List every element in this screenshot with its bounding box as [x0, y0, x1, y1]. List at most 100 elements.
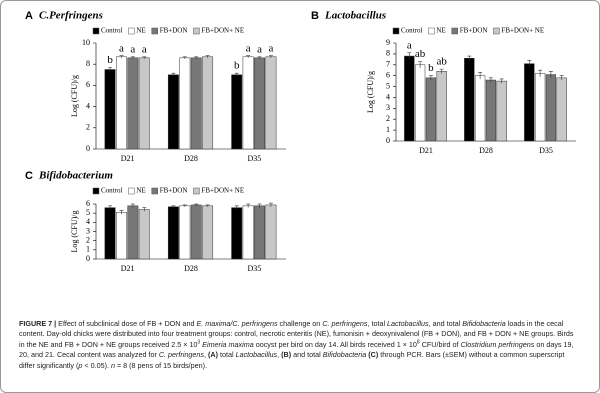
y-tick-label: 4 [86, 217, 90, 226]
legend-swatch [451, 27, 458, 35]
caption-text: Lactobacillus [387, 319, 429, 328]
caption-text: p [78, 360, 83, 370]
caption-text: < 0.05). [82, 360, 111, 370]
y-tick-label: 5 [386, 81, 390, 90]
caption-text: (B) [281, 350, 292, 360]
caption-text: C. perfringens [158, 350, 205, 360]
bar [127, 205, 139, 260]
chart-title: Bifidobacterium [38, 170, 113, 182]
error-bar [130, 56, 135, 59]
figure-charts: A C.Perfringens Control NE FB+DON FB+DON+ NE 0… [25, 10, 576, 273]
caption-text: and total [291, 350, 323, 360]
significance-letter: a [246, 42, 251, 54]
significance-letter: b [107, 54, 113, 66]
y-tick-label: 2 [86, 235, 90, 244]
error-bar [488, 77, 493, 83]
significance-letter: ab [415, 48, 426, 60]
x-tick-label: D35 [247, 264, 261, 273]
error-bar [130, 203, 135, 208]
error-bar [108, 67, 113, 72]
error-bar [246, 55, 251, 58]
x-tick-label: D28 [184, 154, 198, 163]
error-bar [407, 52, 412, 60]
bar [127, 57, 139, 150]
legend-label: Control [401, 27, 422, 35]
y-tick-label: 0 [86, 144, 90, 153]
caption-text: FIGURE 7 | [19, 319, 59, 328]
caption-text: (A) [208, 350, 218, 360]
y-tick-label: 9 [386, 38, 390, 47]
y-tick-label: 3 [386, 103, 390, 112]
error-bar [142, 207, 147, 212]
bar [242, 56, 254, 150]
y-axis-label: Log (CFU)/g [366, 71, 375, 113]
x-tick-label: D28 [479, 146, 493, 155]
error-bar [171, 205, 176, 208]
legend-swatch [193, 187, 200, 195]
caption-text: 3 [197, 339, 201, 346]
y-axis-label: Log (CFU)/g [70, 75, 79, 117]
significance-letter: a [407, 39, 412, 51]
error-bar [119, 55, 124, 58]
x-tick-label: D21 [419, 146, 433, 155]
error-bar [257, 203, 262, 208]
legend-label: FB+DON+ NE [501, 27, 544, 35]
bar [190, 57, 202, 150]
caption-text: Eimeria maxima [202, 339, 254, 349]
error-bar [205, 204, 210, 207]
bar [254, 205, 265, 260]
legend-swatch [128, 27, 135, 35]
error-bar [268, 55, 273, 58]
y-tick-label: 8 [386, 49, 390, 58]
caption-text: , total [367, 319, 388, 328]
error-bar [182, 204, 187, 207]
error-bar [108, 205, 113, 210]
error-bar [499, 78, 504, 84]
error-bar [142, 56, 147, 59]
legend-swatch [392, 27, 400, 35]
y-tick-label: 1 [86, 245, 90, 254]
legend-label: Control [101, 187, 122, 195]
y-tick-label: 6 [86, 80, 90, 89]
x-tick-label: D21 [121, 264, 135, 273]
caption-text: through PCR. Bars (±SEM) without a commo… [19, 350, 565, 370]
significance-letter: a [119, 42, 124, 54]
bar [104, 69, 116, 150]
chart-title: Lactobacillus [324, 10, 386, 22]
bar [202, 56, 214, 150]
caption-text: challenge on [277, 319, 323, 328]
caption-text: on days 19, 20, and 21. Cecal content wa… [19, 339, 574, 360]
legend-label: Control [101, 27, 122, 35]
y-tick-label: 2 [386, 114, 390, 123]
bar [116, 56, 127, 150]
bar [231, 207, 243, 260]
significance-letter: a [268, 42, 273, 54]
bar [404, 55, 415, 142]
y-tick-label: 7 [386, 60, 390, 69]
caption-text: (C) [368, 350, 379, 360]
y-tick-label: 5 [86, 208, 90, 217]
caption-text: CFU/bird of [419, 339, 461, 349]
legend-swatch [428, 27, 435, 35]
y-tick-label: 3 [86, 226, 90, 235]
bar [179, 205, 191, 260]
panel-letter: C [25, 170, 33, 182]
caption-text: Bifidobacteria [462, 319, 506, 328]
caption-text: oocyst per bird on day 14. All birds rec… [253, 339, 417, 349]
error-bar [418, 61, 423, 69]
error-bar [257, 56, 262, 59]
bar [265, 204, 277, 260]
error-bar [205, 55, 210, 58]
error-bar [246, 203, 251, 208]
error-bar [171, 72, 176, 77]
error-bar [559, 75, 564, 81]
caption-text: Clostridium perfringens [460, 339, 535, 349]
y-tick-label: 8 [86, 59, 90, 68]
error-bar [234, 72, 239, 77]
legend-swatch [151, 187, 158, 195]
bar [524, 63, 535, 142]
caption-text: Lactobacillus [235, 350, 278, 360]
bar [265, 56, 277, 150]
error-bar [234, 205, 239, 210]
legend-swatch [92, 187, 100, 195]
